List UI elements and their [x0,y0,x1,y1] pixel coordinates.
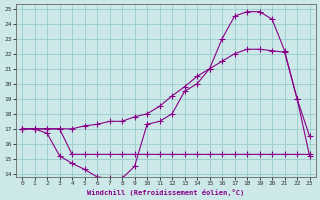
X-axis label: Windchill (Refroidissement éolien,°C): Windchill (Refroidissement éolien,°C) [87,189,244,196]
